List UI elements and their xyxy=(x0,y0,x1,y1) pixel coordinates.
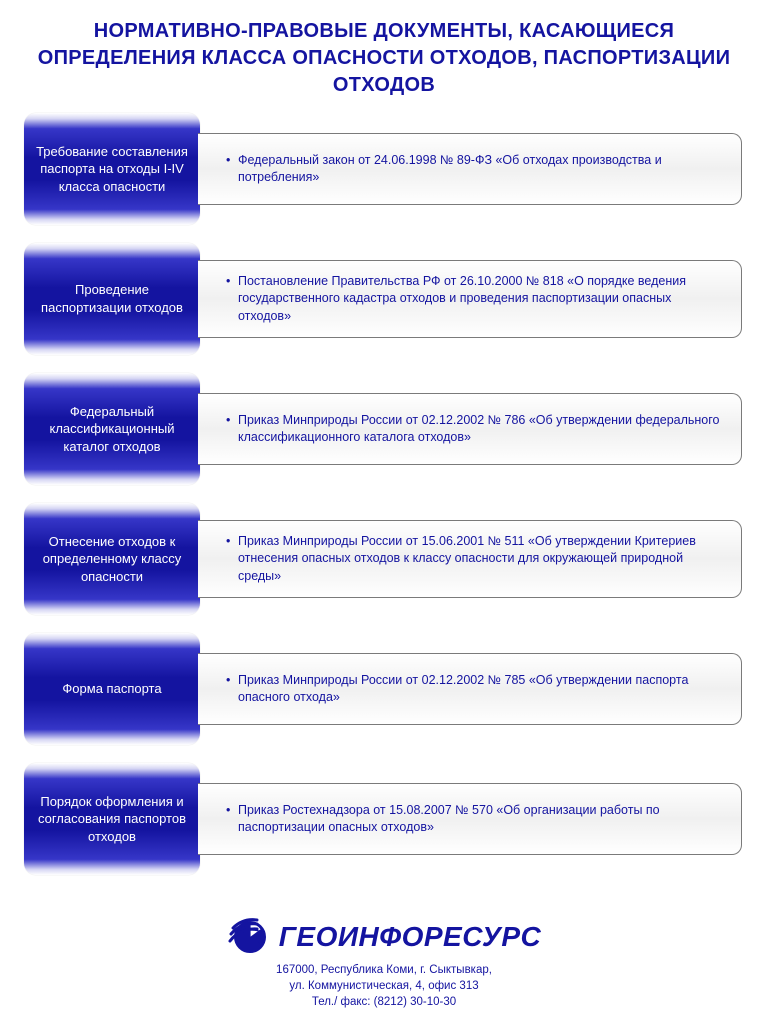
category-box: Отнесение отходов к определенному классу… xyxy=(24,503,200,615)
description-text: Приказ Минприроды России от 02.12.2002 №… xyxy=(226,672,723,707)
footer-address: 167000, Республика Коми, г. Сыктывкар, у… xyxy=(276,962,492,1010)
description-text: Приказ Ростехнадзора от 15.08.2007 № 570… xyxy=(226,802,723,837)
category-label: Отнесение отходов к определенному классу… xyxy=(34,533,190,586)
doc-row: Порядок оформления и согласования паспор… xyxy=(24,763,744,875)
phone: Тел./ факс: (8212) 30-10-30 xyxy=(276,994,492,1010)
category-label: Федеральный классификационный каталог от… xyxy=(34,403,190,456)
category-label: Форма паспорта xyxy=(62,680,161,698)
category-label: Требование составления паспорта на отход… xyxy=(34,143,190,196)
description-text: Приказ Минприроды России от 15.06.2001 №… xyxy=(226,533,723,586)
doc-row: Федеральный классификационный каталог от… xyxy=(24,373,744,485)
description-wrap: Приказ Минприроды России от 15.06.2001 №… xyxy=(200,503,744,615)
description-box: Приказ Минприроды России от 02.12.2002 №… xyxy=(198,653,742,725)
description-wrap: Федеральный закон от 24.06.1998 № 89-ФЗ … xyxy=(200,113,744,225)
address-line-1: 167000, Республика Коми, г. Сыктывкар, xyxy=(276,962,492,978)
description-text: Постановление Правительства РФ от 26.10.… xyxy=(226,273,723,326)
doc-row: Проведение паспортизации отходов Постано… xyxy=(24,243,744,355)
category-box: Требование составления паспорта на отход… xyxy=(24,113,200,225)
address-line-2: ул. Коммунистическая, 4, офис 313 xyxy=(276,978,492,994)
description-wrap: Приказ Ростехнадзора от 15.08.2007 № 570… xyxy=(200,763,744,875)
category-label: Порядок оформления и согласования паспор… xyxy=(34,793,190,846)
doc-row: Отнесение отходов к определенному классу… xyxy=(24,503,744,615)
page-title: НОРМАТИВНО-ПРАВОВЫЕ ДОКУМЕНТЫ, КАСАЮЩИЕС… xyxy=(24,18,744,99)
description-text: Федеральный закон от 24.06.1998 № 89-ФЗ … xyxy=(226,152,723,187)
logo-row: ГЕОИНФОРЕСУРС xyxy=(227,914,542,960)
footer: ГЕОИНФОРЕСУРС 167000, Республика Коми, г… xyxy=(24,914,744,1014)
doc-row: Требование составления паспорта на отход… xyxy=(24,113,744,225)
description-box: Федеральный закон от 24.06.1998 № 89-ФЗ … xyxy=(198,133,742,205)
description-box: Приказ Минприроды России от 15.06.2001 №… xyxy=(198,520,742,599)
category-box: Порядок оформления и согласования паспор… xyxy=(24,763,200,875)
description-wrap: Приказ Минприроды России от 02.12.2002 №… xyxy=(200,373,744,485)
description-box: Приказ Ростехнадзора от 15.08.2007 № 570… xyxy=(198,783,742,855)
category-box: Федеральный классификационный каталог от… xyxy=(24,373,200,485)
category-label: Проведение паспортизации отходов xyxy=(34,281,190,316)
doc-row: Форма паспорта Приказ Минприроды России … xyxy=(24,633,744,745)
description-box: Постановление Правительства РФ от 26.10.… xyxy=(198,260,742,339)
description-box: Приказ Минприроды России от 02.12.2002 №… xyxy=(198,393,742,465)
description-wrap: Приказ Минприроды России от 02.12.2002 №… xyxy=(200,633,744,745)
description-wrap: Постановление Правительства РФ от 26.10.… xyxy=(200,243,744,355)
description-text: Приказ Минприроды России от 02.12.2002 №… xyxy=(226,412,723,447)
category-box: Форма паспорта xyxy=(24,633,200,745)
company-name: ГЕОИНФОРЕСУРС xyxy=(279,921,542,953)
globe-icon xyxy=(227,914,273,960)
category-box: Проведение паспортизации отходов xyxy=(24,243,200,355)
